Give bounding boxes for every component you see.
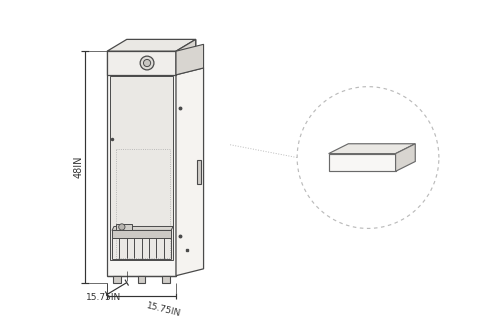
Polygon shape bbox=[162, 276, 170, 283]
Polygon shape bbox=[112, 226, 173, 231]
Text: 15.75IN: 15.75IN bbox=[145, 301, 181, 318]
Text: 15.75IN: 15.75IN bbox=[85, 293, 121, 302]
Polygon shape bbox=[127, 63, 196, 264]
Polygon shape bbox=[107, 39, 196, 51]
Polygon shape bbox=[197, 160, 201, 184]
Polygon shape bbox=[176, 39, 196, 276]
Polygon shape bbox=[176, 39, 196, 75]
Circle shape bbox=[140, 56, 154, 70]
Polygon shape bbox=[138, 276, 145, 283]
Polygon shape bbox=[176, 44, 204, 75]
Circle shape bbox=[144, 60, 151, 67]
Polygon shape bbox=[107, 51, 176, 276]
Polygon shape bbox=[176, 68, 204, 276]
Polygon shape bbox=[110, 76, 173, 260]
Text: 48IN: 48IN bbox=[73, 156, 84, 178]
Circle shape bbox=[119, 224, 125, 230]
Polygon shape bbox=[116, 223, 132, 231]
Polygon shape bbox=[113, 276, 121, 283]
Polygon shape bbox=[107, 51, 176, 75]
Polygon shape bbox=[112, 231, 171, 238]
Polygon shape bbox=[396, 144, 415, 171]
Polygon shape bbox=[329, 154, 396, 171]
Polygon shape bbox=[329, 144, 415, 154]
